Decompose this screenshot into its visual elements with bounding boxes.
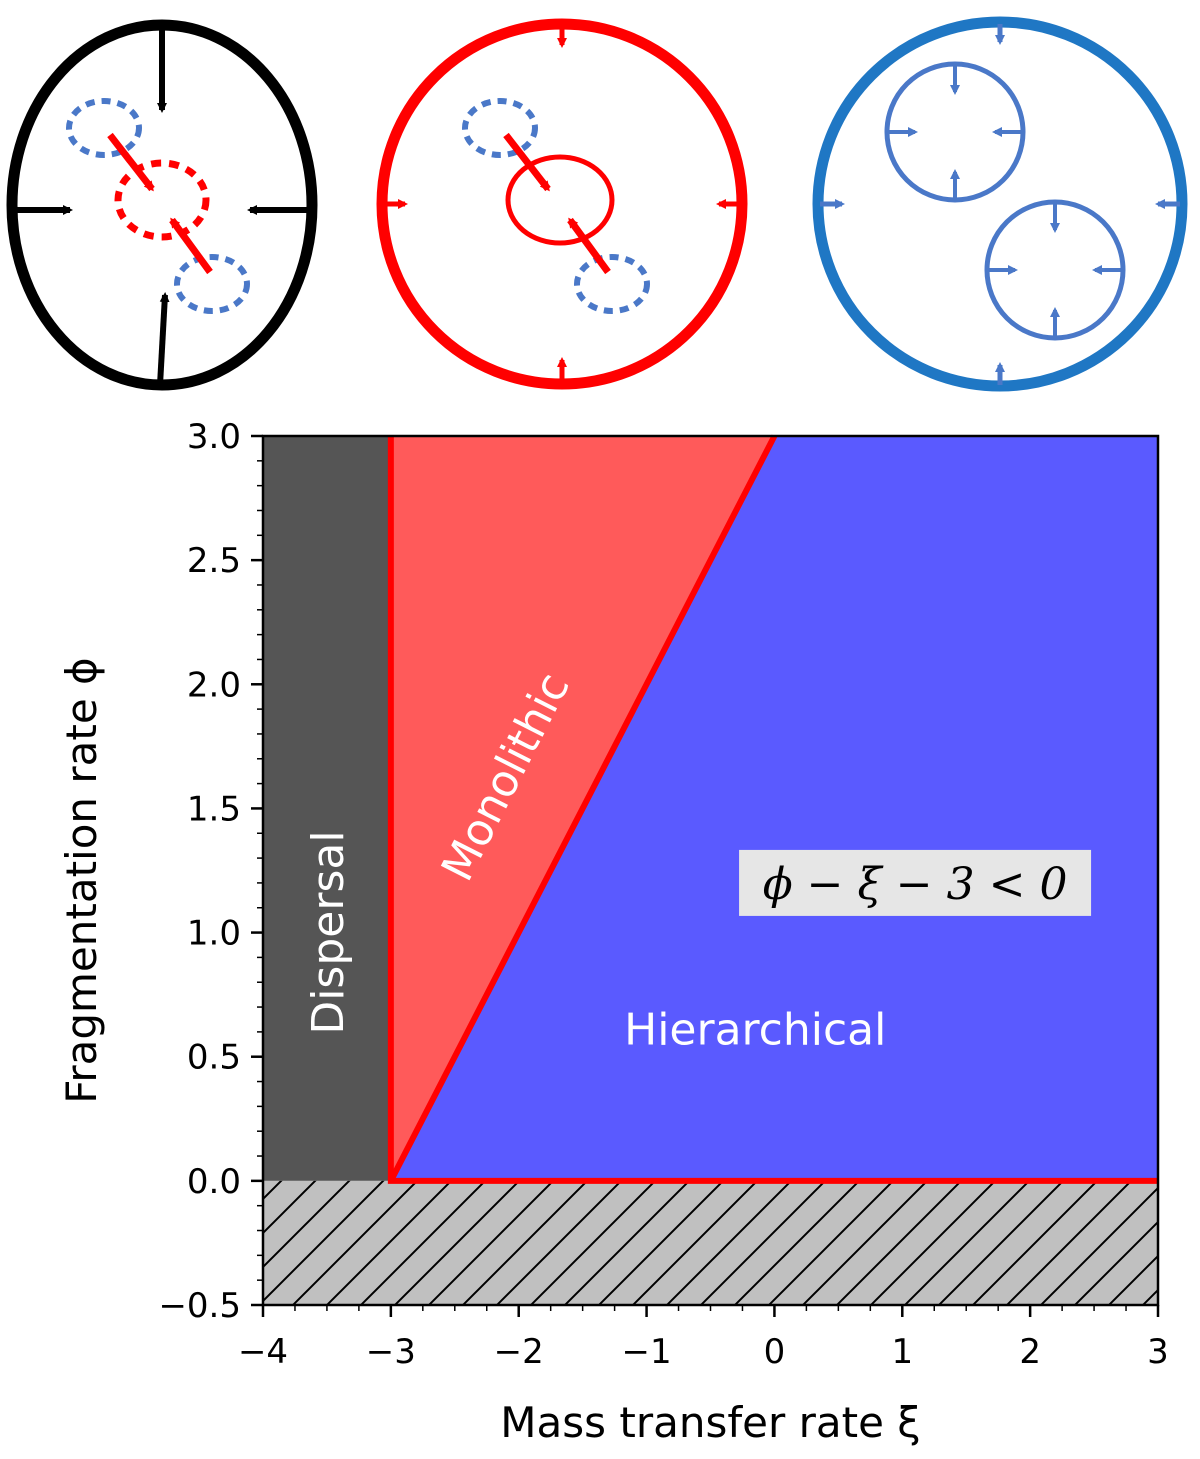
y-tick-label: −0.5 [158,1286,241,1326]
x-tick-label: 2 [1019,1332,1041,1372]
y-tick-label: 1.0 [187,914,241,954]
inequality-annotation: ϕ − ξ − 3 < 0 [739,849,1092,916]
monolithic-collapse-icon [376,18,748,390]
phase-diagram: Dispersal Monolithic Hierarchical ϕ − ξ … [57,417,1169,1447]
x-tick-label: −2 [494,1332,544,1372]
region-unphysical-hatched [263,1180,1158,1305]
y-axis-label: Fragmentation rate ϕ [57,657,106,1104]
region-hierarchical [390,436,1158,1181]
boundary-diagonal [388,434,778,1183]
y-tick-label: 1.5 [187,789,241,829]
x-tick-label: 0 [764,1332,786,1372]
y-tick-label: 0.0 [187,1162,241,1202]
region-label-dispersal: Dispersal [303,830,354,1034]
y-axis-ticks: −0.5 0.0 0.5 1.0 1.5 2.0 2.5 3.0 [158,417,263,1326]
anisotropic-collapse-icon [6,19,318,391]
hierarchical-collapse-icon [812,16,1188,392]
region-dispersal [263,436,391,1181]
y-tick-label: 2.0 [187,665,241,705]
x-axis-label: Mass transfer rate ξ [500,1398,920,1447]
boundary-lines [387,434,1158,1184]
y-tick-label: 0.5 [187,1038,241,1078]
annotation-box [739,849,1092,916]
x-tick-label: 1 [891,1332,913,1372]
x-tick-label: −3 [366,1332,416,1372]
x-tick-label: −1 [622,1332,672,1372]
x-tick-label: 3 [1147,1332,1169,1372]
y-tick-label: 3.0 [187,417,241,457]
region-label-hierarchical: Hierarchical [624,1004,886,1055]
annotation-text: ϕ − ξ − 3 < 0 [763,859,1068,910]
x-tick-label: −4 [238,1332,288,1372]
x-axis-ticks: −4 −3 −2 −1 0 1 2 3 [238,1305,1169,1372]
y-tick-label: 2.5 [187,541,241,581]
